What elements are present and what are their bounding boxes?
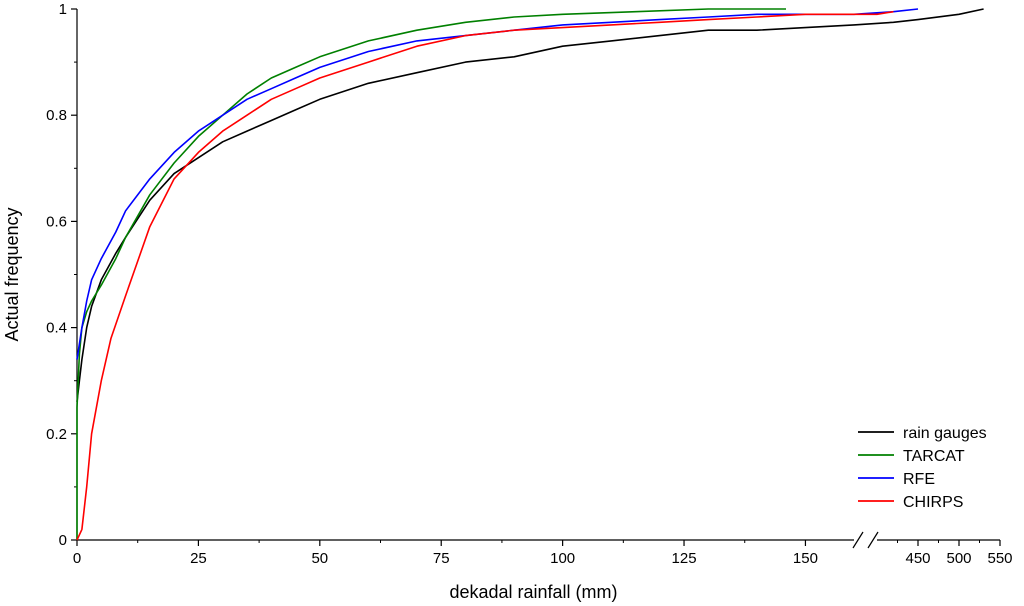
x-tick-label: 150 — [793, 550, 818, 567]
y-tick-label: 0.2 — [46, 426, 67, 443]
x-tick-label: 0 — [73, 550, 81, 567]
legend-label-rfe: RFE — [903, 471, 935, 488]
x-tick-label: 550 — [987, 550, 1012, 567]
x-tick-label: 125 — [672, 550, 697, 567]
x-tick-label: 50 — [311, 550, 328, 567]
legend-label-tarcat: TARCAT — [903, 448, 965, 465]
axes: 0 0.2 0.4 0.6 0.8 1 0 25 50 75 100 125 150 450 500 550 — [46, 1, 1012, 567]
x-axis-title: dekadal rainfall (mm) — [449, 582, 617, 602]
series-line-rain-gauges — [76, 8, 984, 402]
x-axis-break-mark — [852, 531, 864, 549]
legend-label-chirps: CHIRPS — [903, 494, 963, 511]
y-tick-label: 0.8 — [46, 107, 67, 124]
y-tick-label: 0.4 — [46, 320, 67, 337]
legend-label-rain-gauges: rain gauges — [903, 425, 987, 442]
series-line-rfe — [76, 8, 919, 360]
x-tick-label: 100 — [550, 550, 575, 567]
y-tick-label: 0 — [59, 532, 67, 549]
series-line-tarcat — [76, 8, 786, 540]
y-axis-title: Actual frequency — [2, 207, 22, 341]
x-axis-break-mark — [867, 531, 879, 549]
y-tick-label: 1 — [59, 1, 67, 18]
x-tick-label: 75 — [433, 550, 450, 567]
x-tick-label: 500 — [946, 550, 971, 567]
legend: rain gauges TARCAT RFE CHIRPS — [858, 425, 987, 511]
series-line-chirps — [76, 10, 894, 541]
y-tick-label: 0.6 — [46, 213, 67, 230]
series-layer — [76, 8, 984, 541]
x-tick-label: 450 — [905, 550, 930, 567]
x-tick-label: 25 — [190, 550, 207, 567]
